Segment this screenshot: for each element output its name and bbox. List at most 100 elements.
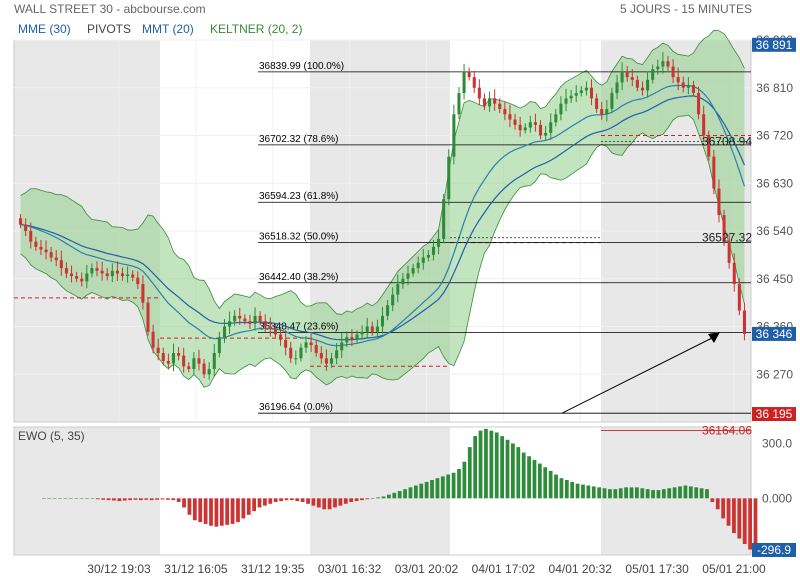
y-tick-label: 36 540: [756, 224, 793, 238]
fib-label: 36196.64 (0.0%): [259, 402, 333, 413]
annotations: 36708.94 36527.32 36164.06: [450, 134, 752, 437]
legend-mmt[interactable]: MMT (20): [142, 22, 194, 36]
ewo-bar: [112, 498, 116, 501]
ewo-bar: [117, 498, 122, 502]
candle-body: [579, 90, 583, 94]
ewo-bar: [230, 498, 235, 524]
ewo-bar: [710, 498, 715, 502]
ewo-bar: [715, 498, 720, 510]
ewo-bar: [451, 472, 456, 499]
ewo-bar: [608, 489, 612, 499]
legend-mme[interactable]: MME (30): [18, 22, 71, 36]
ewo-bar: [198, 498, 203, 523]
keltner-band: [20, 29, 745, 388]
ewo-title: EWO (5, 35): [18, 429, 85, 443]
y-tick-label: 36 810: [756, 81, 793, 95]
ewo-bar: [295, 498, 300, 502]
candle-body: [482, 98, 486, 107]
ewo-bar: [559, 478, 564, 499]
ewo-bar: [79, 498, 84, 499]
candle-body: [640, 87, 645, 91]
price-tag-bg: [752, 407, 796, 422]
candle-body: [166, 360, 170, 364]
trend-arrow-line: [561, 334, 719, 414]
candle-body: [335, 350, 339, 359]
candle-body: [671, 66, 675, 78]
candle-body: [90, 268, 94, 274]
ewo-panel-frame: [13, 426, 752, 556]
ewo-bar: [554, 474, 558, 499]
ewo-bar: [63, 498, 68, 499]
ewo-bar: [128, 498, 133, 501]
ewo-bar: [753, 498, 758, 553]
candle-body: [136, 277, 140, 285]
candle-body: [151, 331, 155, 348]
ewo-bar: [327, 498, 332, 510]
candle-body: [279, 334, 283, 340]
ewo-bar: [349, 498, 354, 502]
x-tick-label: 05/01 17:30: [625, 562, 689, 576]
price-tags: 36 891 36 346 36 195: [752, 37, 796, 422]
candle-body: [146, 302, 150, 332]
keltner-upper: [20, 29, 745, 315]
ewo-bar: [241, 498, 246, 519]
candle-body: [447, 156, 451, 200]
chart-title: WALL STREET 30 - abcbourse.com: [14, 2, 206, 16]
candle-body: [452, 114, 456, 157]
candle-body: [263, 321, 267, 327]
legend-pivots[interactable]: PIVOTS: [87, 22, 131, 36]
ewo-bar: [155, 498, 159, 500]
ewo-bar: [182, 498, 186, 508]
candle-body: [569, 95, 573, 99]
candle-body: [314, 345, 318, 354]
ewo-tick-label: 0.000: [762, 491, 792, 505]
ewo-bar: [484, 428, 488, 499]
candle-body: [732, 262, 736, 285]
ewo-bar: [236, 498, 240, 523]
ewo-shade-1: [310, 427, 450, 555]
candle-body: [319, 353, 323, 359]
candle-body: [243, 318, 247, 322]
ewo-bar: [311, 498, 316, 506]
candle-body: [686, 85, 690, 88]
ewo-bar: [133, 498, 138, 500]
indicator-legend: MME (30) PIVOTS MMT (20) KELTNER (20, 2): [18, 22, 302, 36]
ewo-bar: [165, 498, 170, 500]
ewo-bar: [354, 498, 359, 502]
ewo-bar: [511, 443, 515, 499]
candle-body: [411, 268, 415, 274]
ewo-bar: [219, 498, 224, 526]
ewo-bar: [203, 498, 208, 524]
ewo-bar: [651, 490, 655, 499]
candle-body: [19, 218, 23, 225]
ewo-bar: [440, 476, 445, 499]
x-tick-label: 04/01 17:02: [472, 562, 536, 576]
candle-body: [228, 321, 232, 327]
ewo-bar: [68, 498, 73, 499]
candle-body: [105, 273, 109, 277]
x-tick-label: 04/01 20:32: [549, 562, 613, 576]
candle-body: [554, 114, 558, 123]
candle-body: [39, 246, 43, 250]
ewo-bar: [527, 456, 531, 499]
candle-body: [309, 342, 313, 346]
candle-body: [630, 77, 634, 80]
ewo-bar: [397, 491, 402, 499]
ewo-bar: [338, 498, 343, 506]
candle-body: [49, 252, 53, 258]
candle-body: [253, 315, 257, 324]
ewo-bar: [192, 498, 197, 521]
candle-body: [197, 358, 201, 364]
ewo-bar: [688, 486, 693, 499]
candle-body: [488, 98, 492, 107]
ewo-bar: [678, 486, 682, 499]
ewo-bar: [403, 489, 407, 499]
mmt-line: [20, 84, 746, 347]
ewo-bar: [489, 430, 494, 499]
ewo-bar: [252, 498, 257, 512]
candle-body: [289, 347, 293, 359]
legend-keltner[interactable]: KELTNER (20, 2): [210, 22, 302, 36]
candle-body: [477, 87, 481, 99]
ewo-bar: [85, 498, 89, 499]
ewo-bar: [187, 498, 192, 515]
